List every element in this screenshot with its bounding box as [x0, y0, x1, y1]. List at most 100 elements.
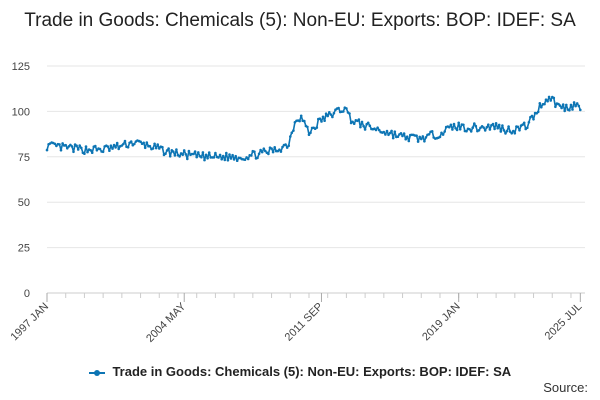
data-point — [133, 142, 136, 146]
x-tick-label: 1997 JAN — [8, 301, 51, 344]
data-point — [505, 129, 509, 133]
data-point — [117, 147, 120, 151]
data-point — [430, 130, 434, 133]
data-point — [257, 152, 261, 156]
data-point — [292, 129, 295, 132]
data-point — [206, 157, 209, 160]
data-point — [184, 153, 188, 156]
data-point — [554, 105, 557, 109]
data-point — [441, 133, 445, 136]
data-point — [462, 123, 465, 127]
data-point — [493, 127, 496, 131]
data-point — [195, 155, 198, 159]
data-point — [510, 132, 513, 135]
data-point — [547, 95, 551, 99]
data-point — [455, 128, 459, 132]
data-point — [352, 122, 356, 125]
data-point — [474, 124, 478, 128]
data-point — [571, 108, 574, 111]
data-point — [443, 130, 447, 133]
data-point — [115, 141, 119, 145]
data-point — [264, 149, 267, 153]
data-point — [66, 147, 69, 150]
data-point — [148, 144, 152, 148]
data-point — [374, 128, 378, 132]
data-point — [76, 148, 80, 151]
data-point — [387, 133, 390, 137]
data-point — [502, 129, 506, 132]
data-point — [72, 150, 75, 154]
data-point — [440, 131, 443, 135]
x-tick-label: 2011 SEP — [283, 301, 326, 344]
data-point — [496, 126, 500, 130]
data-point — [175, 148, 178, 151]
data-point — [421, 135, 425, 138]
data-point — [204, 153, 208, 157]
data-point — [200, 155, 203, 159]
data-point — [418, 135, 422, 139]
data-point — [187, 149, 191, 153]
data-point — [415, 134, 418, 137]
data-point — [58, 143, 61, 146]
data-point — [284, 143, 287, 146]
data-point — [234, 154, 237, 158]
data-point — [225, 151, 228, 155]
grid-layer — [47, 65, 585, 294]
data-point — [89, 149, 92, 152]
data-point — [161, 145, 164, 149]
data-point — [256, 156, 259, 160]
data-point — [348, 112, 351, 115]
data-point — [245, 156, 248, 159]
data-point — [482, 126, 485, 129]
data-point — [508, 130, 512, 133]
data-point — [267, 152, 270, 156]
data-point — [351, 120, 354, 124]
data-point — [487, 123, 490, 126]
data-point — [262, 147, 266, 150]
data-point — [485, 126, 489, 129]
data-point — [59, 148, 63, 152]
data-point — [359, 125, 362, 129]
data-point — [229, 157, 233, 160]
data-point — [449, 123, 453, 127]
data-point — [382, 130, 386, 134]
data-point — [572, 101, 576, 104]
data-point — [114, 146, 117, 149]
y-tick-label: 0 — [24, 288, 30, 300]
data-point — [513, 132, 517, 135]
data-point — [504, 132, 507, 135]
data-point — [109, 144, 113, 147]
data-point — [307, 133, 311, 136]
data-point — [80, 146, 83, 150]
data-point — [488, 128, 492, 131]
data-point — [178, 155, 181, 158]
data-point — [329, 113, 333, 116]
data-point — [78, 144, 81, 147]
data-point — [390, 129, 393, 133]
data-point — [151, 147, 155, 150]
data-point — [388, 131, 392, 135]
data-point — [83, 152, 86, 155]
data-point — [289, 135, 292, 138]
data-point — [253, 150, 256, 153]
y-tick-label: 25 — [18, 243, 30, 255]
data-point — [55, 144, 58, 148]
data-point — [512, 129, 515, 133]
data-point — [404, 137, 408, 141]
data-point — [231, 153, 234, 157]
legend-marker-icon — [88, 368, 105, 378]
data-point — [182, 149, 186, 152]
data-point — [61, 142, 64, 145]
data-point — [235, 159, 239, 162]
x-tick-label: 2004 MAY — [144, 300, 189, 345]
series-layer — [45, 95, 582, 162]
data-point — [145, 141, 149, 144]
data-point — [306, 125, 309, 129]
data-point — [123, 139, 127, 143]
legend[interactable]: Trade in Goods: Chemicals (5): Non-EU: E… — [0, 364, 600, 379]
data-point — [438, 135, 442, 139]
data-point — [142, 141, 145, 145]
data-point — [90, 151, 94, 154]
data-point — [469, 130, 473, 133]
data-point — [94, 144, 97, 148]
